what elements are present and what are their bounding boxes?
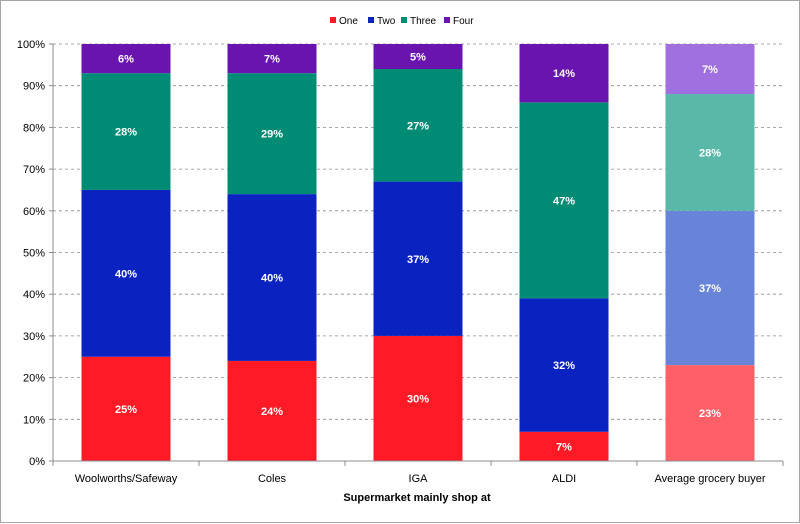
data-label: 25%: [115, 404, 137, 416]
y-tick-label: 70%: [23, 164, 45, 176]
data-label: 40%: [261, 273, 283, 285]
data-label: 23%: [699, 408, 721, 420]
data-label: 6%: [118, 54, 134, 66]
bar-segment-three: [519, 102, 609, 299]
y-tick-label: 40%: [23, 289, 45, 301]
bar-segment-two: [519, 298, 609, 432]
legend-label: Four: [453, 16, 474, 27]
y-tick-label: 50%: [23, 248, 45, 260]
x-axis-title: Supermarket mainly shop at: [343, 492, 491, 504]
y-tick-label: 30%: [23, 331, 45, 343]
bar-segment-four: [373, 44, 463, 70]
data-label: 24%: [261, 406, 283, 418]
bar-segment-four: [665, 44, 755, 95]
legend-label: One: [339, 16, 358, 27]
data-label: 27%: [407, 120, 429, 132]
legend-label: Two: [377, 16, 396, 27]
x-category-label: ALDI: [552, 473, 576, 485]
axes: [52, 44, 784, 466]
y-tick-label: 80%: [23, 122, 45, 134]
bar-segment-one: [519, 431, 609, 461]
data-label: 7%: [702, 64, 718, 76]
bar-segment-two: [373, 181, 463, 336]
data-label: 7%: [264, 54, 280, 66]
bar-segment-one: [665, 365, 755, 461]
x-category-label: Coles: [258, 473, 287, 485]
bar-segment-three: [227, 73, 317, 195]
x-category-label: IGA: [409, 473, 429, 485]
data-label: 30%: [407, 393, 429, 405]
data-label: 32%: [553, 360, 575, 372]
y-tick-label: 0%: [29, 456, 45, 468]
data-label: 29%: [261, 129, 283, 141]
y-tick-label: 10%: [23, 414, 45, 426]
bar-segment-two: [665, 210, 755, 366]
bar-segment-four: [519, 44, 609, 103]
bar-segment-three: [373, 69, 463, 182]
data-label: 40%: [115, 268, 137, 280]
legend-swatch-three: [401, 17, 407, 23]
y-tick-label: 20%: [23, 373, 45, 385]
gridlines: [53, 43, 783, 420]
x-category-label: Woolworths/Safeway: [75, 473, 178, 485]
y-tick-label: 100%: [17, 39, 45, 51]
bar-segment-one: [373, 335, 463, 461]
y-tick-label: 60%: [23, 206, 45, 218]
y-axis-ticks: 0% 10% 20% 30% 40% 50% 60% 70% 80% 90% 100%: [17, 39, 53, 468]
x-category-label: Average grocery buyer: [654, 473, 765, 485]
legend-swatch-two: [368, 17, 374, 23]
legend-swatch-one: [330, 17, 336, 23]
bar-segment-four: [81, 44, 171, 74]
y-tick-label: 90%: [23, 81, 45, 93]
data-label: 28%: [699, 147, 721, 159]
data-label: 37%: [699, 283, 721, 295]
x-axis-category-labels: Woolworths/Safeway Coles IGA ALDI Average gr…: [75, 473, 766, 485]
data-label: 5%: [410, 52, 426, 64]
data-label: 47%: [553, 195, 575, 207]
legend-swatch-four: [444, 17, 450, 23]
data-label: 7%: [556, 441, 572, 453]
legend: One Two Three Four: [330, 16, 474, 27]
data-label: 37%: [407, 254, 429, 266]
bar-segment-three: [665, 94, 755, 211]
bar-segment-three: [81, 73, 171, 190]
bar-segment-four: [227, 44, 317, 74]
bar-segment-one: [81, 356, 171, 461]
bar-segment-two: [227, 194, 317, 361]
data-label: 14%: [553, 68, 575, 80]
legend-label: Three: [410, 16, 437, 27]
bar-segment-two: [81, 189, 171, 357]
data-label: 28%: [115, 127, 137, 139]
bar-segment-one: [227, 360, 317, 461]
bars: 25% 40% 28% 6% 24% 40% 29% 7% 30% 37% 27% 5% 7% 32% 47…: [81, 44, 755, 461]
